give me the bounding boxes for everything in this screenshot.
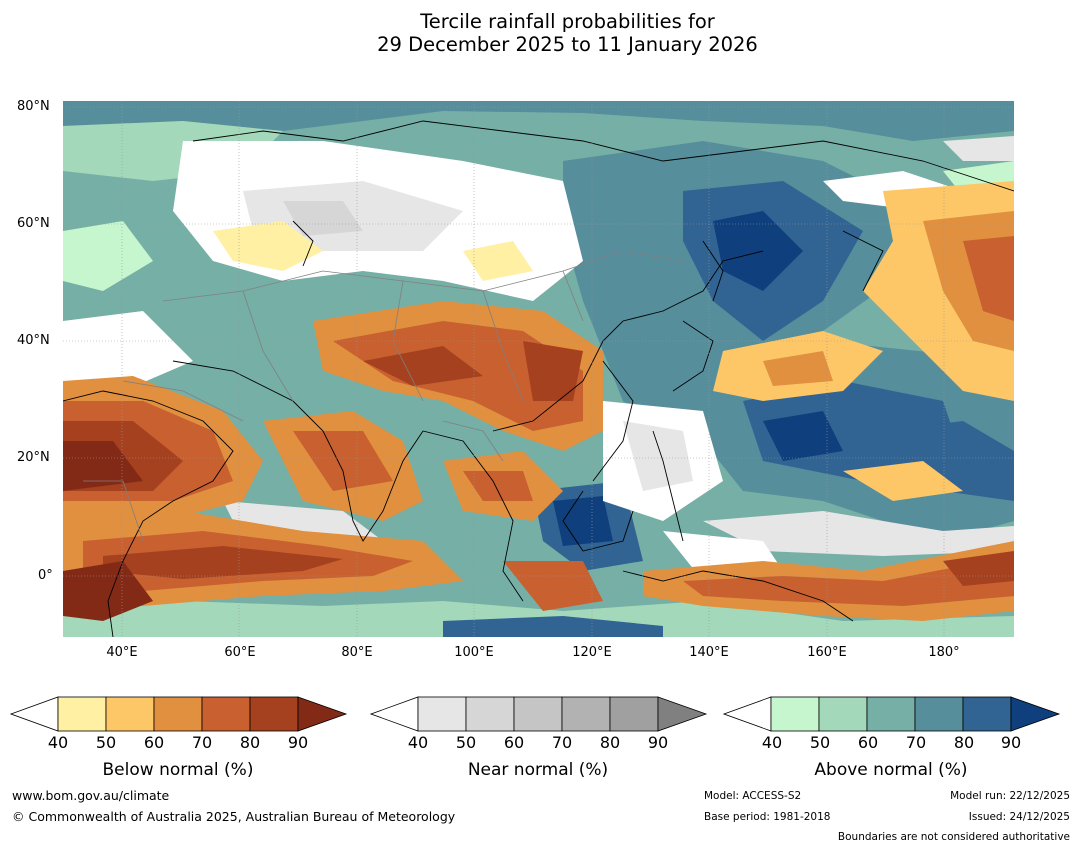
near-swatch-1 [417, 696, 467, 732]
below-normal-title: Below normal (%) [102, 760, 254, 780]
below-tick-60: 60 [143, 733, 165, 752]
issued-date: Issued: 24/12/2025 [968, 811, 1070, 823]
below-swatch-5 [249, 696, 299, 732]
near-normal-title: Near normal (%) [467, 760, 609, 780]
lat-label-40n: 40°N [17, 333, 50, 348]
model-name: Model: ACCESS-S2 [704, 790, 802, 802]
near-swatch-5 [609, 696, 659, 732]
colorbar-above-normal [723, 696, 1061, 732]
below-swatch-under [10, 696, 59, 732]
rainfall-probability-map [63, 101, 1014, 637]
near-tick-70: 70 [551, 733, 573, 752]
lon-label-160e: 160°E [807, 645, 847, 660]
model-run-date: Model run: 22/12/2025 [950, 790, 1070, 802]
website-link[interactable]: www.bom.gov.au/climate [12, 788, 170, 803]
boundaries-disclaimer: Boundaries are not considered authoritat… [837, 831, 1070, 843]
lon-label-120e: 120°E [572, 645, 612, 660]
above-swatch-2 [818, 696, 868, 732]
below-swatch-3 [153, 696, 203, 732]
lon-label-180: 180° [928, 645, 960, 660]
lon-label-140e: 140°E [689, 645, 729, 660]
below-swatch-4 [201, 696, 251, 732]
below-tick-90: 90 [287, 733, 309, 752]
below-tick-50: 50 [95, 733, 117, 752]
lat-label-equator: 0° [38, 568, 53, 583]
near-swatch-4 [561, 696, 611, 732]
lon-label-100e: 100°E [454, 645, 494, 660]
title-line-2: 29 December 2025 to 11 January 2026 [377, 33, 758, 56]
above-swatch-5 [962, 696, 1012, 732]
near-tick-40: 40 [407, 733, 429, 752]
below-swatch-2 [105, 696, 155, 732]
above-swatch-1 [770, 696, 820, 732]
title-line-1: Tercile rainfall probabilities for [420, 10, 715, 33]
below-tick-70: 70 [191, 733, 213, 752]
base-period: Base period: 1981-2018 [704, 811, 831, 823]
above-tick-70: 70 [905, 733, 927, 752]
below-swatch-over [297, 696, 348, 732]
near-tick-60: 60 [503, 733, 525, 752]
above-tick-90: 90 [1000, 733, 1022, 752]
lat-label-60n: 60°N [17, 216, 50, 231]
lon-label-60e: 60°E [224, 645, 256, 660]
below-tick-80: 80 [239, 733, 261, 752]
lon-label-40e: 40°E [106, 645, 138, 660]
coastlines [63, 120, 1014, 637]
below-swatch-1 [57, 696, 107, 732]
above-tick-80: 80 [953, 733, 975, 752]
lat-label-80n: 80°N [17, 99, 50, 114]
near-swatch-2 [465, 696, 515, 732]
above-swatch-4 [914, 696, 964, 732]
graticule [63, 101, 1014, 637]
near-swatch-3 [513, 696, 563, 732]
above-swatch-over [1010, 696, 1061, 732]
lat-label-20n: 20°N [17, 450, 50, 465]
lon-label-80e: 80°E [341, 645, 373, 660]
below-normal-regions [63, 181, 1014, 621]
above-swatch-3 [866, 696, 916, 732]
copyright-text: © Commonwealth of Australia 2025, Austra… [12, 809, 456, 824]
near-tick-80: 80 [599, 733, 621, 752]
above-normal-title: Above normal (%) [814, 760, 968, 780]
above-tick-50: 50 [809, 733, 831, 752]
near-tick-90: 90 [647, 733, 669, 752]
colorbar-below-normal [10, 696, 348, 732]
above-tick-60: 60 [857, 733, 879, 752]
near-tick-50: 50 [455, 733, 477, 752]
near-swatch-over [657, 696, 708, 732]
near-swatch-under [370, 696, 419, 732]
above-swatch-under [723, 696, 772, 732]
below-tick-40: 40 [47, 733, 69, 752]
above-tick-40: 40 [761, 733, 783, 752]
colorbar-near-normal [370, 696, 708, 732]
chart-title: Tercile rainfall probabilities for 29 De… [0, 10, 1081, 56]
